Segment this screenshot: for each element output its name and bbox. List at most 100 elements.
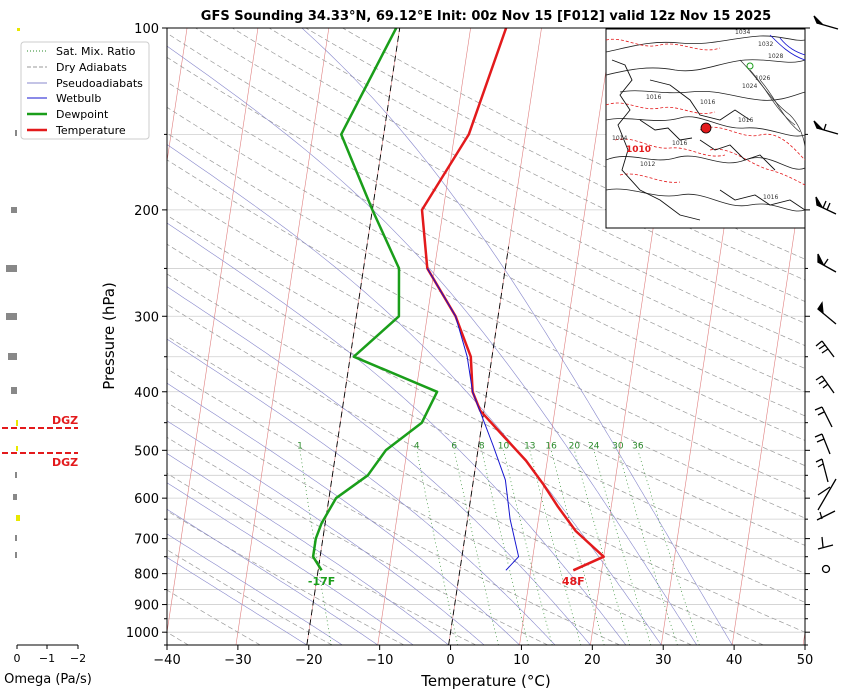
isotherm [167,28,188,164]
dry-adiabat [167,186,805,519]
isobar-label: 1024 [742,83,757,90]
mixing-ratio-label: 6 [451,441,457,451]
mixing-ratio-line [593,450,652,645]
y-tick-labels: 100 200 300 400 500 600 700 800 900 1000 [126,22,810,646]
pseudoadiabat [167,222,627,645]
isotherm [235,28,330,645]
y-axis-label: Pressure (hPa) [100,282,118,390]
legend-entry: Temperature [55,124,126,137]
pseudoadiabat [167,420,485,645]
pseudoadiabat [167,557,308,645]
isotherm [802,630,805,645]
chart-title: GFS Sounding 34.33°N, 69.12°E Init: 00z … [201,9,771,24]
mixing-ratio-label: 1 [297,441,303,451]
x-tick-labels: −40 −30 −20 −10 0 10 20 30 40 50 [153,645,813,668]
data-series [311,28,605,572]
legend-entry: Dry Adiabats [56,61,127,74]
dry-adiabat [167,304,805,633]
isobar-label: 1016 [646,94,661,101]
x-tick-label: 10 [513,653,530,668]
isobar-label: 1034 [735,29,750,36]
pseudoadiabat [167,453,449,645]
pseudoadiabat [167,45,697,645]
mixing-ratio-label: 20 [569,441,581,451]
legend-entry: Sat. Mix. Ratio [56,45,136,58]
inset-map: 1034 1032 1028 1026 1024 1016 1016 1010 … [605,28,806,229]
mixing-ratio-line [299,450,332,645]
dry-adiabat [167,335,764,645]
isobar-label: 1016 [700,99,715,106]
mixing-ratio-label: 4 [414,441,420,451]
x-tick-label: −40 [153,653,180,668]
isotherm [167,28,259,635]
x-tick-label: 30 [655,653,672,668]
mixing-ratio-line [617,450,678,645]
omega-axis-label: Omega (Pa/s) [4,672,92,687]
legend-entry: Pseudoadiabats [56,77,143,90]
mixing-ratio-line [453,450,499,645]
y-tick-label: 300 [134,310,159,325]
x-tick-label: −20 [295,653,322,668]
dry-adiabat [167,132,805,467]
isobar-label: 1028 [768,53,783,60]
mixing-ratio-label: 10 [498,441,510,451]
dry-adiabat [167,106,805,441]
y-tick-label: 1000 [126,626,159,641]
y-tick-label: 700 [134,533,159,548]
y-tick-label: 600 [134,492,159,507]
location-marker [700,122,712,134]
dry-adiabat [167,510,405,645]
x-tick-label: 40 [726,653,743,668]
mixing-ratio-line [503,450,553,645]
x-tick-label: −30 [224,653,251,668]
plot-frame [166,27,806,646]
mixing-ratio-label: 16 [545,441,557,451]
legend: Sat. Mix. Ratio Dry Adiabats Pseudoadiab… [20,41,150,140]
mixing-ratio-labels: 1 4 6 8 10 13 16 20 24 30 36 [297,441,644,451]
mixing-ratio-label: 36 [632,441,644,451]
isotherm [519,28,613,645]
omega-tick: 0 [14,652,21,665]
y-tick-label: 100 [134,22,159,37]
dry-adiabat [167,436,548,645]
isobar-label: 1014 [612,135,627,142]
x-tick-label: −10 [366,653,393,668]
omega-tick: −2 [70,652,86,665]
omega-tick: −1 [39,652,55,665]
y-tick-label: 500 [134,444,159,459]
pseudoadiabat [167,482,414,645]
minus20-isotherm [306,28,401,645]
surface-label: 48F [562,575,585,588]
mixing-ratio-label: 8 [479,441,485,451]
omega-panel: DGZ DGZ 0 −1 −2 Omega (Pa/s) [2,28,92,687]
isobar-label: 1016 [672,140,687,147]
mixing-ratio-line [550,450,605,645]
pseudoadiabat [167,286,591,645]
dry-adiabat [167,402,620,645]
y-tick-label: 900 [134,599,159,614]
zero-isotherm [448,246,510,645]
y-tick-label: 800 [134,568,159,583]
dry-adiabat [195,28,805,347]
background-grid [167,28,805,645]
x-tick-label: 20 [584,653,601,668]
mixing-ratio-label: 24 [588,441,600,451]
y-tick-label: 400 [134,386,159,401]
mixing-ratio-label: 13 [524,441,535,451]
dry-adiabat [167,273,805,603]
y-tick-label: 200 [134,204,159,219]
series-dewpoint [311,28,439,571]
mixing-ratio-line [529,450,582,645]
dgz-top-label: DGZ [52,414,78,427]
surface-labels: -17F 48F [308,575,585,588]
mixing-ratio-line [637,450,700,645]
isobar-label: 1026 [755,75,770,82]
isobar-label: 1016 [763,194,778,201]
dry-adiabat [167,214,805,546]
dry-adiabat [305,28,805,281]
dgz-bottom-label: DGZ [52,456,78,469]
isobar-label: 1032 [758,41,773,48]
isotherm [731,159,805,645]
x-tick-label: 0 [446,653,454,668]
